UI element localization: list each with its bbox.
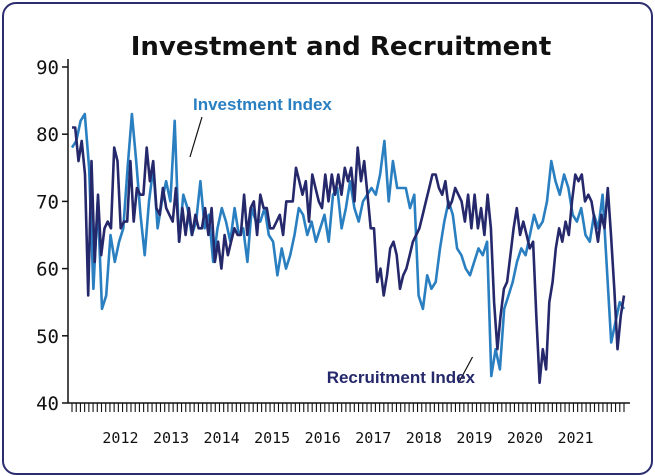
investment-index-line — [70, 112, 626, 378]
x-tick-label: 2013 — [153, 429, 189, 447]
y-tick-label: 90 — [36, 57, 59, 79]
y-tick-label: 50 — [36, 326, 59, 348]
x-tick-label: 2015 — [254, 429, 290, 447]
x-tick-label: 2021 — [557, 429, 593, 447]
y-tick-label: 60 — [36, 259, 59, 281]
y-tick-label: 80 — [36, 124, 59, 146]
recruitment-leader-line — [457, 356, 474, 384]
y-tick-label: 70 — [36, 191, 59, 213]
x-tick-label: 2018 — [406, 429, 442, 447]
recruitment-index-line — [72, 126, 626, 385]
y-tick-label: 40 — [36, 393, 59, 415]
investment-leader-line — [189, 116, 203, 158]
chart-title: Investment and Recruitment — [131, 32, 552, 62]
x-tick-label: 2019 — [456, 429, 492, 447]
x-tick-label: 2017 — [355, 429, 391, 447]
recruitment-index-label: Recruitment Index — [327, 368, 476, 387]
x-tick-label: 2016 — [305, 429, 341, 447]
x-tick-label: 2014 — [204, 429, 240, 447]
x-tick-label: 2020 — [507, 429, 543, 447]
x-tick-label: 2012 — [102, 429, 138, 447]
investment-index-label: Investment Index — [193, 95, 332, 114]
